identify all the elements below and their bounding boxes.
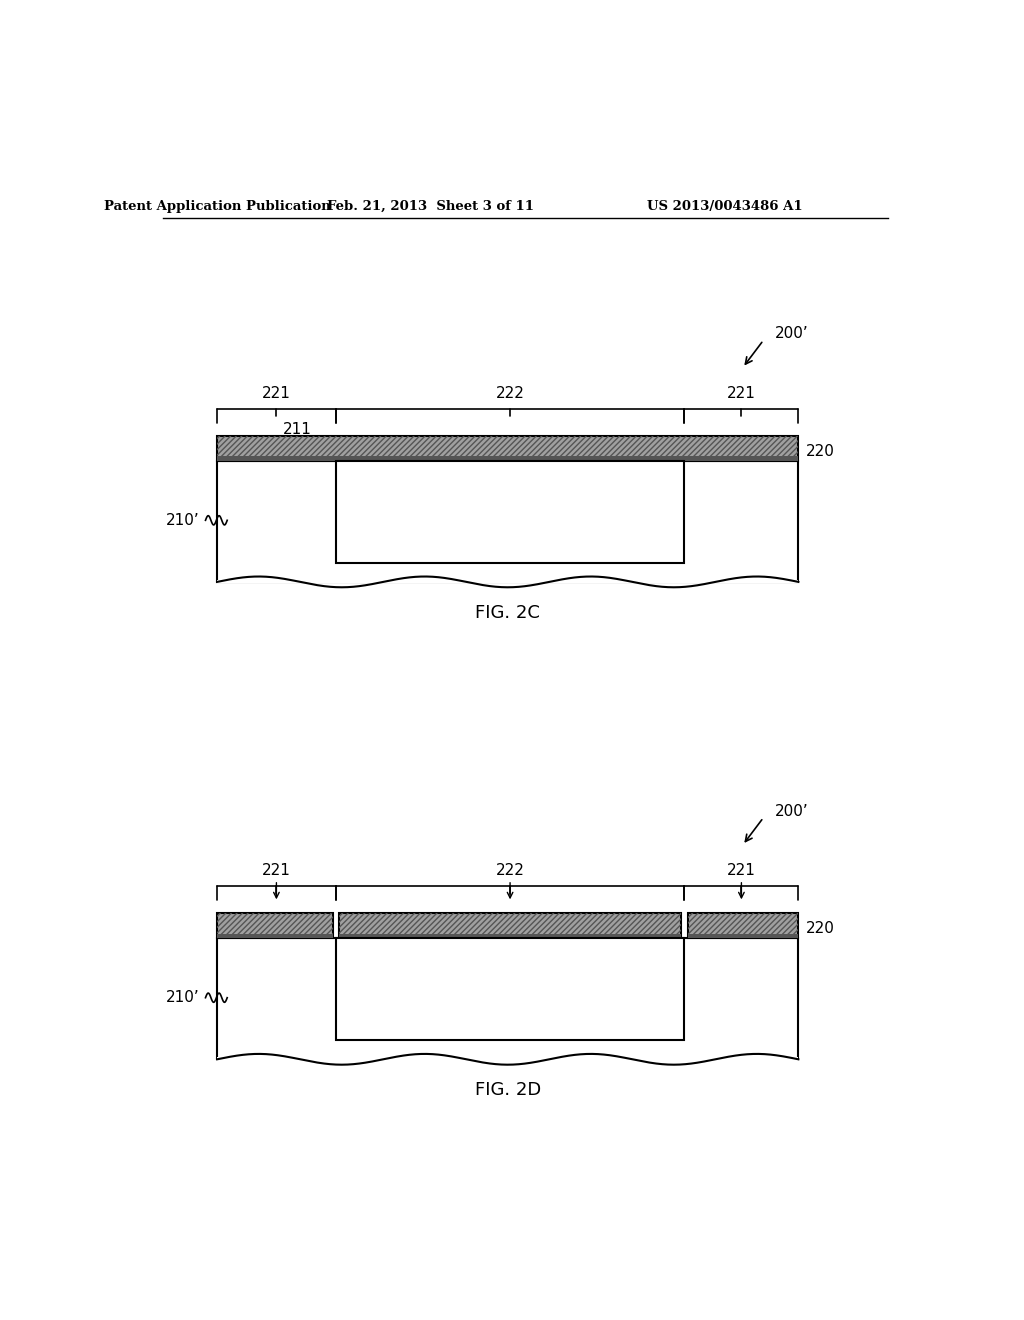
Bar xyxy=(217,436,799,461)
Text: 210’: 210’ xyxy=(166,990,200,1006)
Text: 221: 221 xyxy=(727,863,756,878)
Bar xyxy=(217,461,799,582)
Bar xyxy=(217,1057,799,1061)
Bar xyxy=(687,913,799,939)
Bar xyxy=(339,913,681,939)
Text: FIG. 2D: FIG. 2D xyxy=(475,1081,541,1100)
Text: 200’: 200’ xyxy=(775,326,809,342)
Text: Patent Application Publication: Patent Application Publication xyxy=(103,199,331,213)
Bar xyxy=(217,913,333,939)
Bar xyxy=(217,933,333,939)
Text: 221: 221 xyxy=(262,385,291,401)
Bar xyxy=(339,913,681,939)
Text: 210’: 210’ xyxy=(166,512,200,528)
Text: 200’: 200’ xyxy=(775,804,809,818)
Bar xyxy=(336,939,684,1040)
Text: US 2013/0043486 A1: US 2013/0043486 A1 xyxy=(647,199,803,213)
Text: Feb. 21, 2013  Sheet 3 of 11: Feb. 21, 2013 Sheet 3 of 11 xyxy=(327,199,534,213)
Text: 230: 230 xyxy=(496,512,524,527)
Text: 220: 220 xyxy=(806,921,835,936)
Text: 220: 220 xyxy=(806,444,835,459)
Bar xyxy=(217,913,333,939)
Text: 221: 221 xyxy=(262,863,291,878)
Bar xyxy=(217,939,799,1059)
Bar xyxy=(217,436,799,461)
Text: 211: 211 xyxy=(283,422,311,437)
Text: 230: 230 xyxy=(496,990,524,1005)
Text: FIG. 2C: FIG. 2C xyxy=(475,603,541,622)
Bar xyxy=(217,579,799,583)
Text: 222: 222 xyxy=(496,863,524,878)
Text: 221: 221 xyxy=(727,385,756,401)
Bar xyxy=(687,913,799,939)
Bar xyxy=(336,461,684,562)
Bar xyxy=(687,933,799,939)
Bar xyxy=(217,457,799,461)
Bar xyxy=(339,933,681,939)
Text: 222: 222 xyxy=(496,385,524,401)
